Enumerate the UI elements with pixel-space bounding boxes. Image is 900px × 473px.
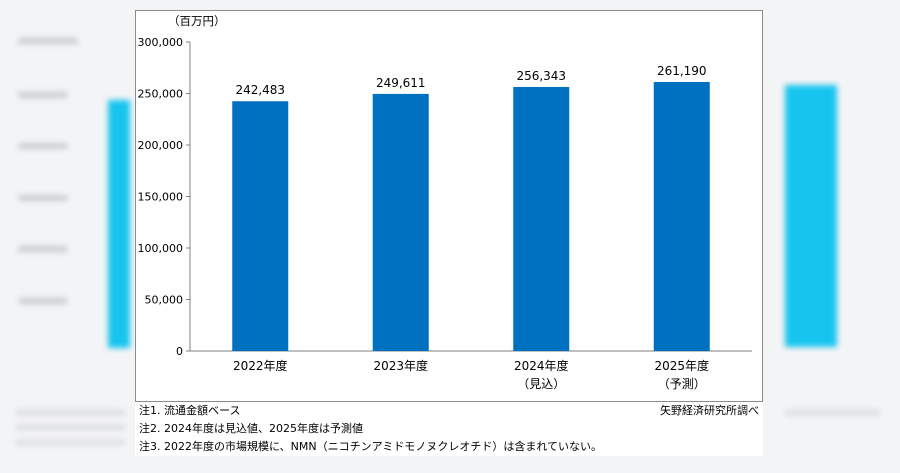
- footnote-3: 注3. 2022年度の市場規模に、NMN（ニコチンアミドモノヌクレオチド）は含ま…: [139, 440, 603, 453]
- background-ghost-footer: [15, 410, 125, 415]
- bar-value-label: 242,483: [235, 83, 285, 97]
- x-tick-sublabel: （予測）: [658, 377, 706, 391]
- y-tick-label: 200,000: [138, 139, 184, 152]
- x-tick-sublabel: （見込）: [517, 377, 565, 391]
- y-tick-label: 100,000: [138, 242, 184, 255]
- unit-label: （百万円）: [168, 14, 226, 28]
- footnote-row-3: 注3. 2022年度の市場規模に、NMN（ニコチンアミドモノヌクレオチド）は含ま…: [135, 438, 763, 456]
- footnote-2: 注2. 2024年度は見込値、2025年度は予測値: [139, 422, 363, 435]
- background-ghost-footer: [785, 410, 880, 415]
- background-ghost-footer: [15, 425, 125, 430]
- y-tick-label: 50,000: [145, 294, 184, 307]
- x-tick-label: 2024年度: [514, 358, 569, 373]
- bar: [653, 81, 710, 351]
- bar-chart: （百万円） 0 50,000 100,000 150,000 200,000 250,00…: [138, 14, 752, 391]
- background-ghost-text: [18, 143, 68, 149]
- bar-value-label: 249,611: [376, 76, 426, 90]
- footnote-row-1: 注1. 流通金額ベース 矢野経済研究所調べ: [135, 402, 763, 420]
- background-ghost-footer: [15, 440, 125, 445]
- source-credit: 矢野経済研究所調べ: [660, 404, 759, 417]
- footnote-1: 注1. 流通金額ベース: [139, 404, 241, 417]
- bar: [513, 86, 570, 352]
- y-tick-label: 300,000: [138, 36, 184, 49]
- bar-value-label: 256,343: [516, 69, 566, 83]
- background-ghost-bar-left: [108, 100, 130, 348]
- chart-panel: （百万円） 0 50,000 100,000 150,000 200,000 250,00…: [135, 10, 763, 402]
- background-ghost-text: [18, 246, 68, 252]
- y-tick-label: 250,000: [138, 88, 184, 101]
- x-tick-label: 2025年度: [654, 358, 709, 373]
- x-tick-label: 2023年度: [373, 358, 428, 373]
- bar: [232, 101, 289, 351]
- background-ghost-text: [18, 92, 68, 98]
- background-ghost-text: [18, 298, 68, 304]
- background-ghost-text: [18, 195, 68, 201]
- x-tick-label: 2022年度: [233, 358, 288, 373]
- bar: [372, 93, 429, 352]
- y-tick-label: 150,000: [138, 191, 184, 204]
- background-ghost-text: [18, 38, 78, 44]
- bar-value-label: 261,190: [657, 64, 707, 78]
- footnote-row-2: 注2. 2024年度は見込値、2025年度は予測値: [135, 420, 763, 438]
- background-ghost-bar-right: [785, 85, 837, 347]
- y-tick-label: 0: [176, 345, 183, 358]
